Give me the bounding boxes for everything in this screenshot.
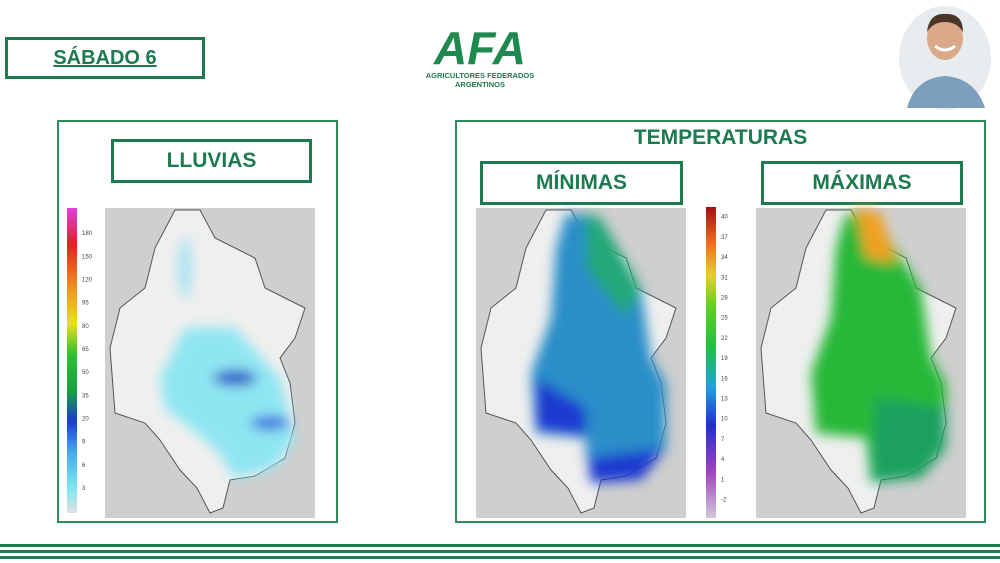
temperature-panel (455, 120, 986, 523)
max-temperature-map (756, 208, 966, 518)
rain-panel (57, 120, 338, 523)
scale-label: 6 (82, 463, 86, 469)
logo: AFA AGRICULTORES FEDERADOS ARGENTINOS (426, 22, 534, 89)
scale-label: 3 (82, 486, 86, 492)
scale-label: 40 (721, 215, 728, 221)
logo-text: AFA (433, 22, 526, 74)
scale-label: 35 (82, 393, 89, 399)
scale-label: 4 (721, 457, 725, 463)
scale-label: 28 (721, 295, 728, 301)
scale-label: 37 (721, 235, 728, 241)
scale-label: 9 (82, 440, 86, 446)
scale-label: 31 (721, 275, 728, 281)
scale-label: 95 (82, 301, 89, 307)
scale-label: 20 (82, 416, 89, 422)
max-title: MÁXIMAS (761, 161, 963, 205)
logo-subtitle: ARGENTINOS (455, 80, 505, 89)
rain-map (105, 208, 315, 518)
scale-label: 65 (82, 347, 89, 353)
min-title: MÍNIMAS (480, 161, 683, 205)
scale-label: 22 (721, 336, 728, 342)
day-label: SÁBADO 6 (5, 37, 205, 79)
scale-label: 16 (721, 376, 728, 382)
scale-label: 13 (721, 396, 728, 402)
scale-label: 19 (721, 356, 728, 362)
scale-label: 1 (721, 477, 725, 483)
scale-label: 180 (82, 231, 93, 237)
min-temperature-map (476, 208, 686, 518)
temperature-color-scale (706, 207, 716, 518)
scale-label: 50 (82, 370, 89, 376)
scale-label: 34 (721, 255, 728, 261)
rain-color-scale (67, 208, 77, 513)
scale-label: 80 (82, 324, 89, 330)
footer-stripes (0, 544, 1000, 559)
scale-label: 150 (82, 254, 93, 260)
scale-label: 25 (721, 316, 728, 322)
temperature-title: TEMPERATURAS (633, 126, 808, 149)
logo-subtitle: AGRICULTORES FEDERADOS (426, 71, 534, 80)
rain-title: LLUVIAS (111, 139, 312, 183)
scale-label: 10 (721, 417, 728, 423)
presenter-photo (899, 6, 991, 110)
scale-label: -2 (721, 497, 727, 503)
scale-label: 7 (721, 437, 725, 443)
scale-label: 120 (82, 277, 93, 283)
